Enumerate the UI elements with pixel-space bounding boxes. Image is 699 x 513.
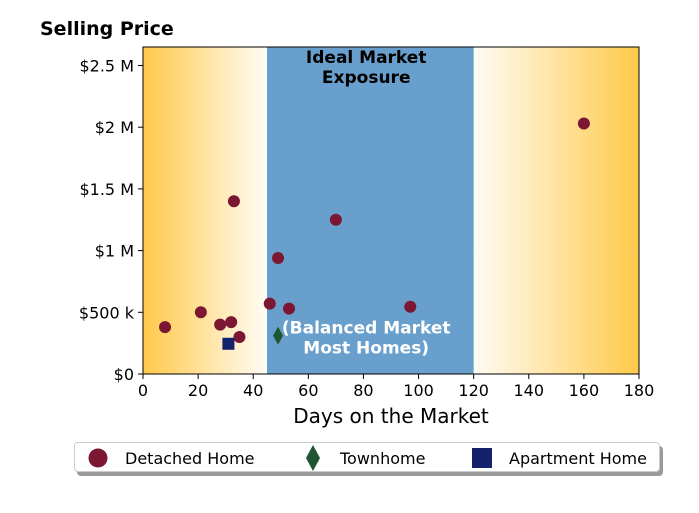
- legend-marker-townhome: [306, 445, 320, 471]
- x-tick-label: 160: [569, 381, 600, 400]
- annotation-1-line-0: (Balanced Market: [282, 318, 451, 338]
- background-zone-0: [143, 47, 267, 374]
- background-zone-1: [267, 47, 474, 374]
- annotation-1-line-1: Most Homes): [303, 338, 429, 358]
- y-tick-label: $500 k: [79, 303, 135, 322]
- x-tick-label: 100: [403, 381, 434, 400]
- x-tick-label: 40: [243, 381, 263, 400]
- legend-item-townhome: Townhome: [302, 443, 425, 473]
- annotation-1: (Balanced Market Most Homes): [282, 318, 451, 358]
- point-detached-home: [577, 117, 590, 130]
- y-axis: $0 $500 k $1 M $1.5 M $2 M $2.5 M: [79, 57, 143, 384]
- point-detached-home: [233, 330, 246, 343]
- background-zone-2: [473, 47, 639, 374]
- chart-annotations: Ideal Market Exposure (Balanced Market Most…: [282, 48, 451, 358]
- x-tick-label: 80: [353, 381, 373, 400]
- y-tick-label: $2 M: [95, 118, 134, 137]
- point-detached-home: [283, 302, 296, 315]
- x-tick-label: 60: [298, 381, 318, 400]
- x-axis-label: Days on the Market: [293, 404, 489, 428]
- annotation-0-line-1: Exposure: [322, 68, 411, 88]
- point-detached-home: [404, 300, 417, 313]
- point-detached-home: [272, 252, 285, 265]
- point-detached-home: [227, 195, 240, 208]
- x-tick-label: 0: [138, 381, 148, 400]
- data-points: [159, 117, 590, 350]
- chart-title: Selling Price: [40, 18, 174, 40]
- x-tick-label: 180: [624, 381, 655, 400]
- x-axis: 0 20 40 60 80 100 120 140 160 180: [138, 374, 654, 400]
- legend-item-apartment-home: Apartment Home: [471, 443, 647, 473]
- x-tick-label: 140: [514, 381, 545, 400]
- point-townhome: [273, 326, 284, 345]
- annotation-0-line-0: Ideal Market: [306, 48, 427, 68]
- background-zones: [143, 47, 639, 374]
- legend-label-townhome: Townhome: [340, 448, 426, 468]
- legend-marker-detached-home: [88, 448, 108, 468]
- legend-marker-apartment-home: [472, 448, 492, 468]
- legend-label-detached-home: Detached Home: [125, 448, 255, 468]
- point-detached-home: [159, 321, 172, 334]
- legend-label-apartment-home: Apartment Home: [509, 448, 647, 468]
- point-detached-home: [263, 297, 276, 310]
- x-tick-label: 120: [458, 381, 489, 400]
- chart-legend: Detached Home Townhome Apartment Home: [74, 442, 660, 472]
- legend-item-detached-home: Detached Home: [87, 443, 255, 473]
- plot-frame: [142, 46, 640, 375]
- y-tick-label: $1.5 M: [79, 180, 134, 199]
- point-detached-home: [329, 213, 342, 226]
- y-tick-label: $2.5 M: [79, 57, 134, 76]
- x-tick-label: 20: [188, 381, 208, 400]
- annotation-0: Ideal Market Exposure: [306, 48, 427, 88]
- point-apartment-home: [222, 337, 235, 350]
- point-detached-home: [214, 318, 227, 331]
- y-tick-label: $0: [114, 365, 134, 384]
- y-tick-label: $1 M: [95, 242, 134, 261]
- point-detached-home: [194, 306, 207, 319]
- point-detached-home: [225, 316, 238, 329]
